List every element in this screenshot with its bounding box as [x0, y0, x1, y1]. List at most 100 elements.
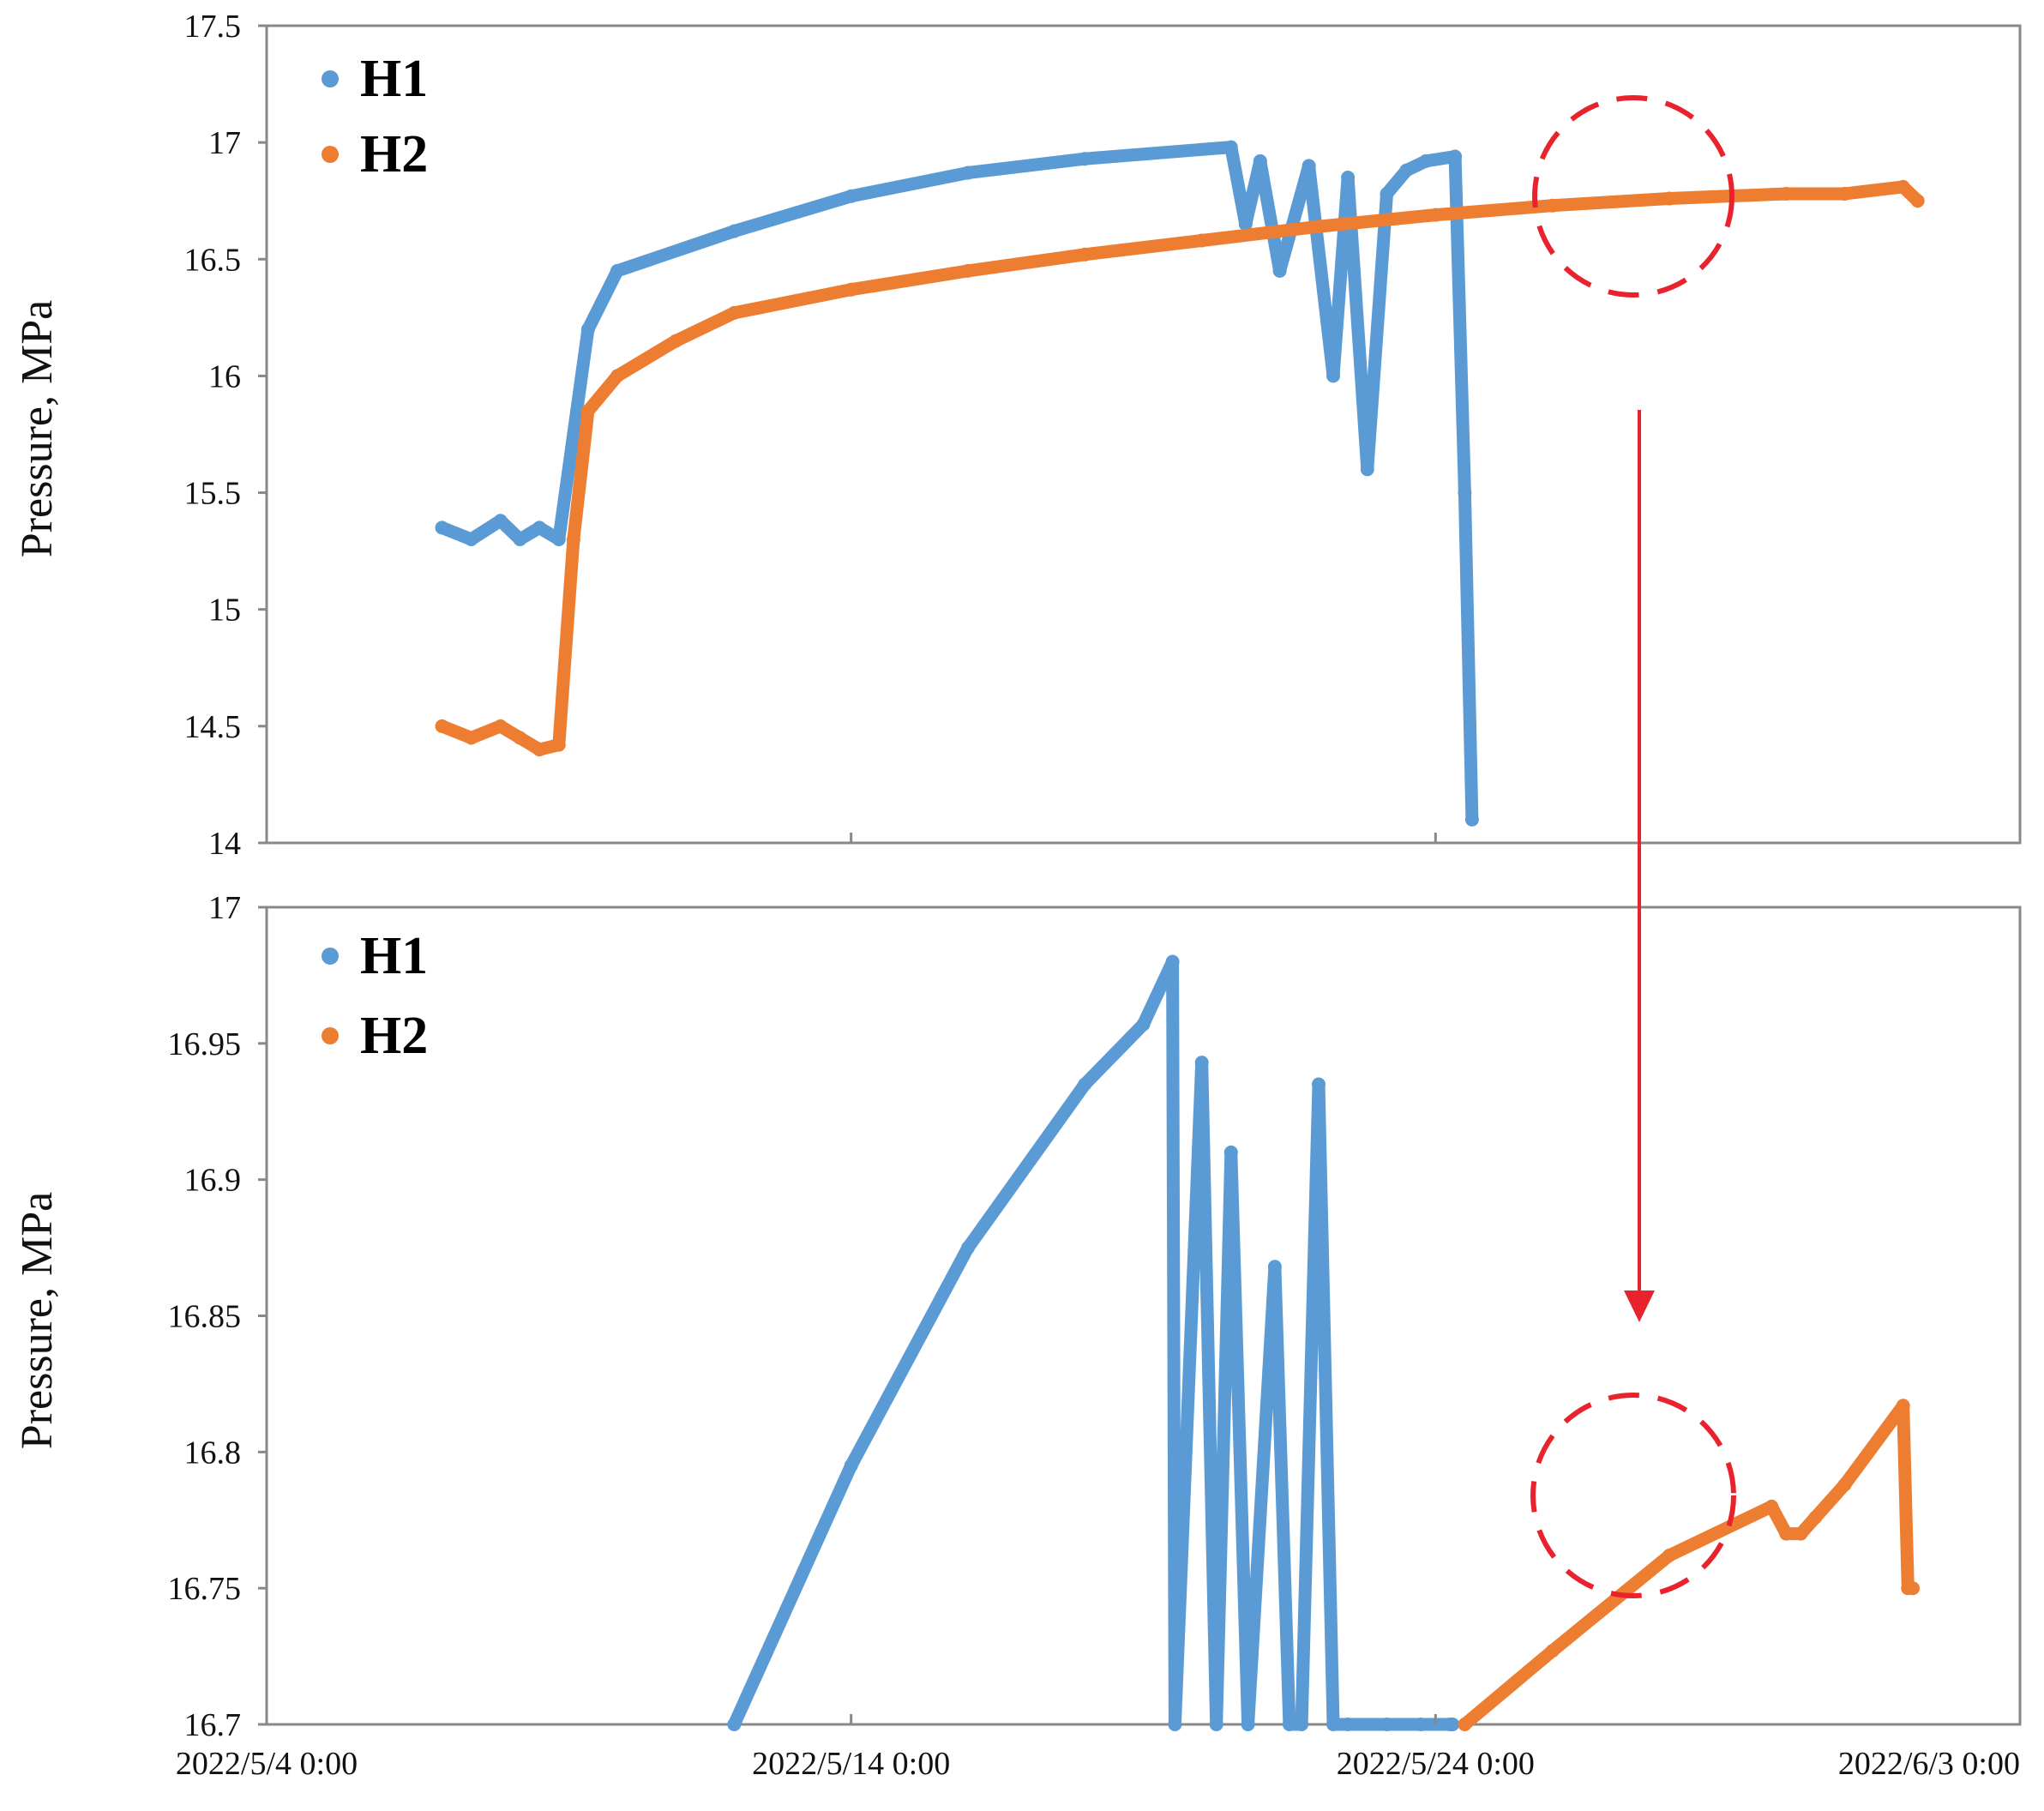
bottom-data-point-h1: [1380, 1718, 1394, 1731]
top-data-point-h2: [844, 282, 858, 297]
top-data-point-h2: [1194, 233, 1209, 248]
bottom-legend-h2-label: H2: [360, 1007, 428, 1065]
bottom-data-point-h1: [1341, 1718, 1356, 1731]
top-data-point-h2: [551, 737, 566, 752]
bottom-x-tick-label: 2022/6/3 0:00: [1838, 1746, 2020, 1782]
top-data-point-h2: [610, 369, 624, 383]
bottom-highlight-circle: [1530, 1393, 1736, 1598]
top-data-point-h2: [435, 719, 449, 733]
top-y-tick-label: 16: [208, 358, 241, 394]
bottom-y-tick-label: 16.7: [184, 1707, 242, 1743]
bottom-data-point-h1: [844, 1459, 858, 1473]
bottom-data-point-h1: [1165, 954, 1180, 969]
bottom-panel: 16.7 16.75 16.8 16.85 16.9 16.95 17 2022/5/4 0…: [13, 890, 2022, 1782]
top-y-tick-label: 14: [208, 826, 241, 862]
top-highlight-circle: [1532, 95, 1734, 298]
top-data-point-h2: [1662, 191, 1676, 206]
top-data-point-h2: [1910, 194, 1925, 208]
top-data-point-h1: [1448, 149, 1463, 164]
bottom-data-point-h1: [1414, 1718, 1428, 1731]
top-data-point-h2: [566, 532, 580, 546]
top-data-point-h2: [1078, 247, 1092, 262]
bottom-data-point-h1: [1282, 1718, 1296, 1731]
top-data-point-h1: [551, 532, 566, 546]
bottom-data-point-h1: [1326, 1718, 1340, 1731]
bottom-plot-frame: [265, 906, 2022, 1726]
bottom-data-point-h2: [1837, 1477, 1852, 1492]
top-series-h2: [435, 179, 1925, 757]
top-data-point-h2: [532, 743, 547, 757]
bottom-data-point-h1: [961, 1241, 975, 1255]
top-legend-h2-label: H2: [360, 125, 428, 184]
bottom-y-tick-label: 16.9: [184, 1163, 242, 1199]
bottom-data-point-h2: [1662, 1549, 1676, 1562]
top-data-point-h2: [1428, 208, 1443, 222]
top-data-point-h1: [580, 322, 595, 336]
bottom-data-point-h1: [1078, 1077, 1092, 1092]
bottom-legend-h1-marker: [322, 948, 339, 965]
bottom-data-point-h1: [727, 1718, 742, 1731]
top-data-point-h1: [1223, 140, 1238, 154]
bottom-data-point-h1: [1194, 1056, 1209, 1070]
top-data-point-h1: [1326, 369, 1340, 383]
top-y-tick-label: 17.5: [184, 9, 242, 45]
top-y-axis-label: Pressure, MPa: [13, 300, 62, 557]
bottom-y-axis-label: Pressure, MPa: [13, 1192, 62, 1449]
top-legend-h2-marker: [322, 146, 339, 163]
top-y-tick-label: 16.5: [184, 242, 242, 278]
bottom-legend: H1 H2: [322, 927, 428, 1065]
top-data-point-h1: [1419, 153, 1433, 168]
top-data-point-h1: [1272, 263, 1287, 278]
top-data-point-h2: [513, 731, 527, 745]
bottom-data-point-h1: [1209, 1718, 1223, 1731]
bottom-data-point-h2: [1906, 1581, 1920, 1596]
top-data-point-h2: [1545, 198, 1560, 213]
top-data-point-h1: [844, 189, 858, 203]
bottom-data-point-h1: [1223, 1145, 1238, 1159]
top-data-point-h1: [1380, 187, 1394, 201]
bottom-data-point-h1: [1312, 1077, 1326, 1092]
top-legend: H1 H2: [322, 50, 428, 184]
top-data-point-h1: [1078, 152, 1092, 166]
top-data-point-h2: [1312, 220, 1326, 234]
bottom-x-tick-label: 2022/5/14 0:00: [752, 1746, 950, 1782]
top-data-point-h1: [1399, 163, 1414, 177]
top-data-point-h2: [961, 263, 975, 278]
bottom-y-tick-label: 17: [208, 890, 241, 926]
bottom-series-h2: [1458, 1399, 1920, 1731]
bottom-data-point-h2: [1458, 1718, 1472, 1731]
top-data-point-h2: [493, 719, 508, 733]
bottom-data-point-h2: [1545, 1644, 1560, 1658]
top-data-point-h1: [1458, 485, 1472, 500]
top-data-point-h1: [1464, 812, 1479, 827]
top-y-tick-label: 17: [208, 125, 241, 161]
top-y-axis: 14 14.5 15 15.5 16 16.5 17 17.5: [184, 9, 267, 862]
top-data-marks: [435, 140, 1925, 827]
bottom-data-point-h1: [1446, 1718, 1460, 1731]
bottom-data-point-h2: [1779, 1526, 1794, 1541]
zoom-arrow: [1624, 410, 1655, 1322]
bottom-y-tick-label: 16.75: [168, 1571, 242, 1607]
bottom-data-point-h2: [1808, 1510, 1823, 1525]
top-data-point-h2: [669, 334, 683, 348]
top-y-tick-label: 14.5: [184, 709, 242, 745]
top-data-point-h2: [1837, 187, 1852, 201]
top-legend-h1-marker: [322, 70, 339, 87]
bottom-data-point-h1: [1295, 1718, 1309, 1731]
top-data-point-h1: [435, 520, 449, 535]
top-data-point-h1: [532, 520, 547, 535]
top-data-point-h1: [1302, 159, 1316, 173]
top-legend-h1-label: H1: [360, 50, 428, 108]
top-data-point-h1: [1253, 153, 1267, 168]
top-data-point-h1: [727, 224, 742, 238]
bottom-y-tick-label: 16.95: [168, 1026, 242, 1062]
top-y-tick-label: 15.5: [184, 476, 242, 512]
zoom-arrow-head: [1624, 1291, 1655, 1322]
bottom-data-point-h1: [1136, 1017, 1151, 1032]
bottom-series-h1: [727, 954, 1460, 1731]
bottom-x-axis: 2022/5/4 0:00 2022/5/14 0:00 2022/5/24 0:0…: [176, 1714, 2022, 1782]
top-data-point-h1: [513, 532, 527, 546]
bottom-data-point-h2: [1896, 1399, 1910, 1413]
bottom-y-tick-label: 16.85: [168, 1299, 242, 1335]
